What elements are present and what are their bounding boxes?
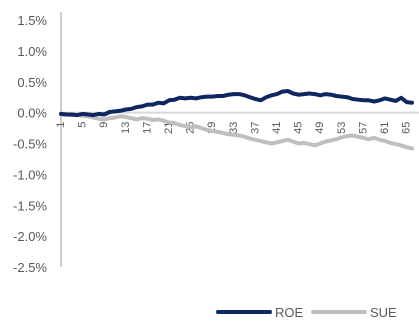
x-tick-label: 49 <box>314 122 326 134</box>
series-layer <box>59 89 414 151</box>
y-tick-label: 0.0% <box>17 106 47 121</box>
x-tick-label: 65 <box>401 122 413 134</box>
x-tick-label: 1 <box>55 122 67 128</box>
x-tick-label: 57 <box>357 122 369 134</box>
x-tick-label: 33 <box>228 122 240 134</box>
y-tick-label: 1.5% <box>17 13 47 28</box>
x-tick-label: 61 <box>379 122 391 134</box>
x-axis: 1 5 9 13 17 21 25 29 33 37 41 45 49 53 57 61 65 <box>55 111 419 134</box>
legend-label-sue: SUE <box>370 305 397 320</box>
y-tick-label: -1.5% <box>13 198 47 213</box>
y-tick-label: 1.0% <box>17 44 47 59</box>
y-tick-label: -0.5% <box>13 137 47 152</box>
x-tick-label: 41 <box>271 122 283 134</box>
x-tick-label: 9 <box>98 122 110 128</box>
x-tick-label: 13 <box>120 122 132 134</box>
x-tick-label: 37 <box>249 122 261 134</box>
y-tick-label: -2.5% <box>13 260 47 275</box>
y-tick-label: 0.5% <box>17 75 47 90</box>
y-tick-label: -2.0% <box>13 229 47 244</box>
x-tick-label: 45 <box>293 122 305 134</box>
y-axis: 1.5% 1.0% 0.5% 0.0% -0.5% -1.0% -1.5% -2.0% -2.5… <box>13 12 62 275</box>
x-tick-label: 5 <box>77 122 89 128</box>
legend: ROE SUE <box>216 305 397 320</box>
y-tick-label: -1.0% <box>13 167 47 182</box>
series-line-roe <box>59 89 414 118</box>
series-line-sue <box>59 112 414 151</box>
legend-label-roe: ROE <box>275 305 304 320</box>
x-tick-label: 53 <box>336 122 348 134</box>
x-tick-label: 17 <box>141 122 153 134</box>
